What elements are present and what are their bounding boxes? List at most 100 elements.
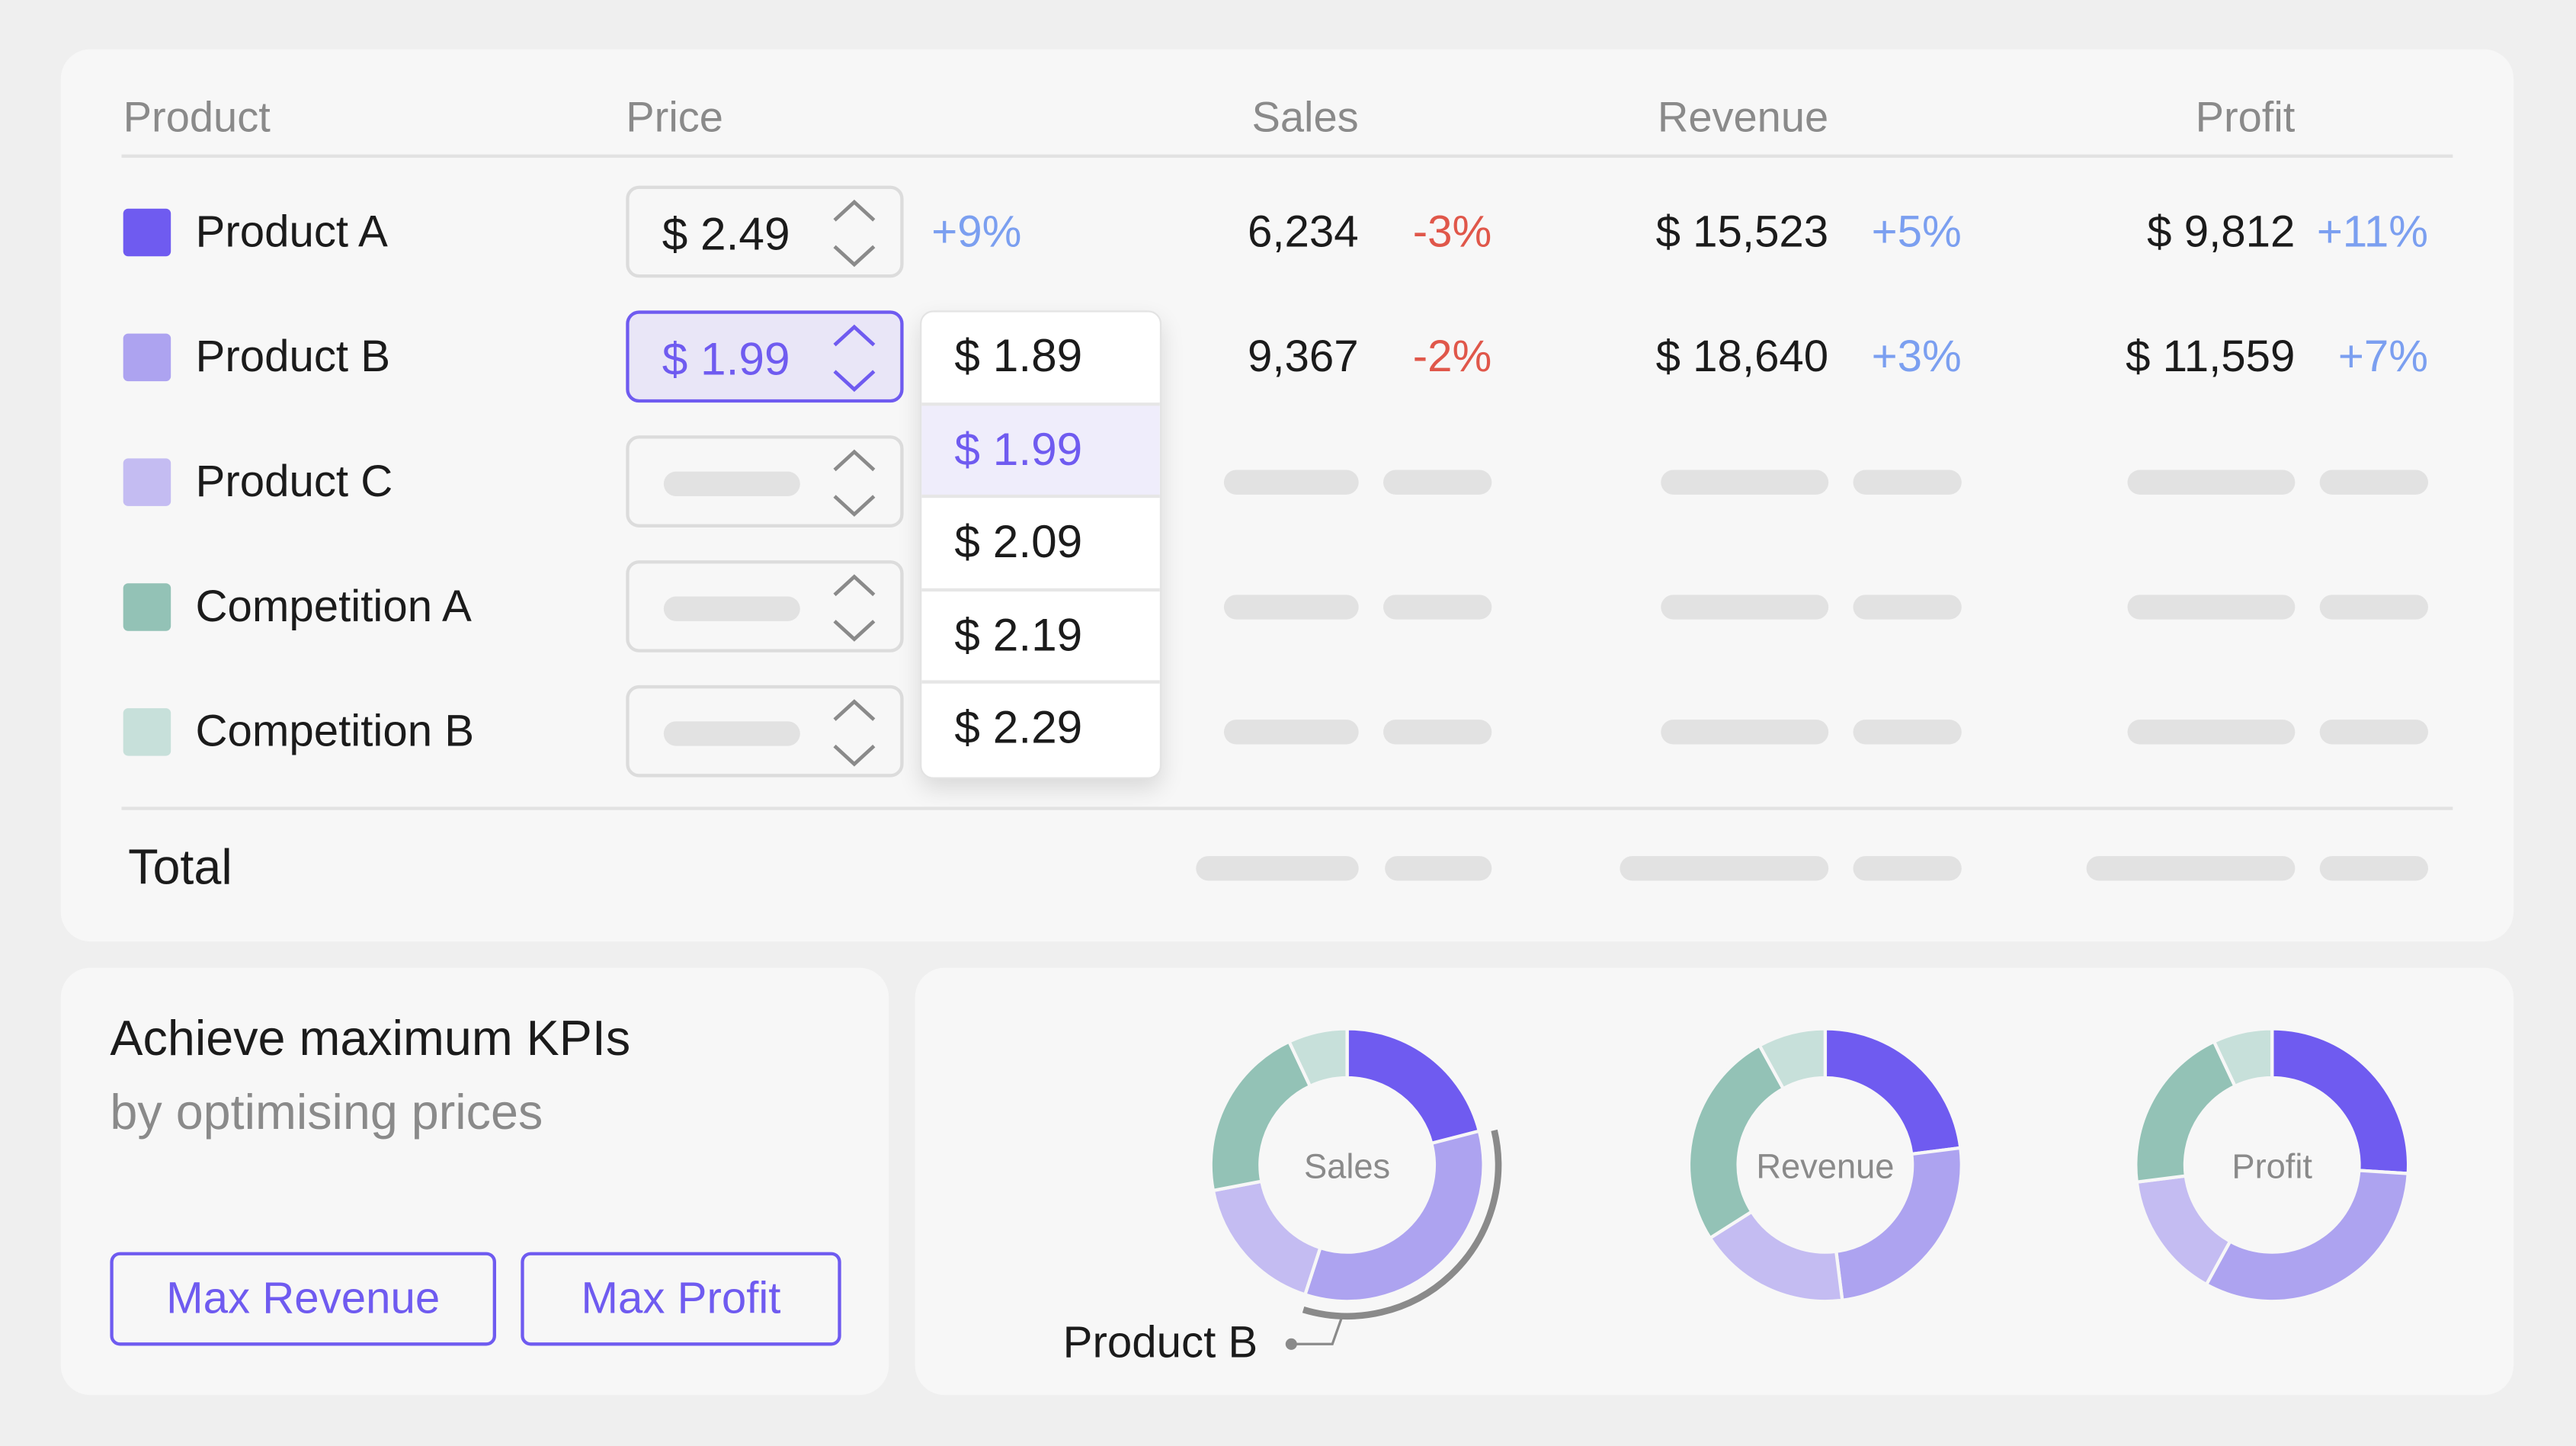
color-swatch: [123, 708, 171, 756]
profit-placeholder: [2127, 595, 2296, 620]
donut-slice-profit-0[interactable]: [2270, 1027, 2411, 1175]
price-value[interactable]: $ 2.49: [662, 208, 790, 260]
color-swatch: [123, 333, 171, 382]
product-name: Product C: [195, 457, 393, 506]
price-option-selected[interactable]: $ 1.99: [921, 405, 1160, 499]
stepper-arrows-icon[interactable]: [830, 448, 879, 518]
revenue-placeholder: [1661, 720, 1829, 745]
total-profit-placeholder: [2086, 856, 2296, 881]
sales-placeholder: [1223, 595, 1359, 620]
revenue-change: +3%: [1871, 332, 1962, 382]
revenue-change-placeholder: [1853, 720, 1962, 745]
total-revenue-change-placeholder: [1853, 856, 1962, 881]
price-option[interactable]: $ 2.09: [921, 499, 1160, 592]
revenue-placeholder: [1661, 470, 1829, 495]
donut-slice-revenue-3[interactable]: [1687, 1043, 1786, 1241]
price-value[interactable]: $ 1.99: [662, 333, 790, 385]
price-stepper[interactable]: $ 2.49: [626, 185, 904, 278]
price-change: +9%: [931, 207, 1022, 257]
revenue-value: $ 15,523: [1655, 207, 1829, 257]
product-name: Product B: [195, 332, 391, 382]
header-sales: Sales: [1251, 91, 1359, 142]
profit-value: $ 11,559: [2126, 332, 2296, 382]
profit-value: $ 9,812: [2147, 207, 2296, 257]
donut-center-label: Revenue: [1756, 1147, 1894, 1186]
stepper-arrows-icon[interactable]: [830, 573, 879, 643]
callout-dot: [1285, 1338, 1297, 1350]
sales-change-placeholder: [1383, 470, 1492, 495]
total-divider: [121, 806, 2453, 810]
price-stepper[interactable]: [626, 560, 904, 652]
profit-change-placeholder: [2319, 595, 2428, 620]
color-swatch: [123, 458, 171, 506]
header-profit: Profit: [2195, 91, 2296, 142]
total-sales-placeholder: [1196, 856, 1359, 881]
header-revenue: Revenue: [1657, 91, 1829, 142]
stepper-arrows-icon[interactable]: [830, 199, 879, 268]
donut-slice-revenue-4[interactable]: [1757, 1027, 1828, 1092]
total-revenue-placeholder: [1620, 856, 1829, 881]
sales-placeholder: [1223, 470, 1359, 495]
donut-slice-sales-1[interactable]: [1302, 1129, 1485, 1303]
profit-change: +11%: [2316, 207, 2428, 257]
donut-center-label: Profit: [2232, 1147, 2312, 1186]
price-stepper[interactable]: [626, 435, 904, 527]
sales-change-placeholder: [1383, 720, 1492, 745]
donut-slice-revenue-1[interactable]: [1834, 1146, 1963, 1303]
total-sales-change-placeholder: [1385, 856, 1492, 881]
revenue-placeholder: [1661, 595, 1829, 620]
price-dropdown[interactable]: $ 1.89 $ 1.99 $ 2.09 $ 2.19 $ 2.29: [920, 310, 1162, 779]
price-placeholder: [663, 721, 800, 746]
price-stepper[interactable]: $ 1.99: [626, 310, 904, 403]
promo-title: Achieve maximum KPIs: [110, 1012, 631, 1066]
sales-change: -2%: [1412, 332, 1492, 382]
profit-placeholder: [2127, 470, 2296, 495]
header-product: Product: [123, 91, 271, 142]
sales-placeholder: [1223, 720, 1359, 745]
total-label: Total: [128, 841, 232, 896]
price-option[interactable]: $ 2.19: [921, 592, 1160, 685]
price-option[interactable]: $ 2.29: [954, 702, 1083, 754]
callout-highlight-arc: [1302, 1129, 1502, 1319]
sales-value: 9,367: [1248, 332, 1359, 382]
callout-leader-line: [1293, 1316, 1344, 1345]
price-stepper[interactable]: [626, 685, 904, 778]
stepper-arrows-icon[interactable]: [830, 698, 879, 768]
donut-slice-profit-2[interactable]: [2135, 1174, 2233, 1287]
donut-slice-profit-4[interactable]: [2212, 1027, 2274, 1089]
stepper-arrows-icon[interactable]: [830, 324, 879, 393]
donut-slice-sales-2[interactable]: [1211, 1179, 1323, 1297]
donut-slice-sales-0[interactable]: [1345, 1027, 1482, 1146]
color-swatch: [123, 208, 171, 257]
promo-subtitle: by optimising prices: [110, 1085, 543, 1140]
price-placeholder: [663, 471, 800, 496]
revenue-change-placeholder: [1853, 470, 1962, 495]
price-placeholder: [663, 596, 800, 621]
callout-label: Product B: [1062, 1317, 1258, 1367]
sales-change: -3%: [1412, 207, 1492, 257]
price-option[interactable]: $ 1.89: [921, 313, 1160, 406]
donut-slice-profit-3[interactable]: [2134, 1039, 2238, 1185]
profit-change-placeholder: [2319, 470, 2428, 495]
max-revenue-button[interactable]: Max Revenue: [110, 1252, 496, 1346]
product-name: Product A: [195, 207, 388, 257]
color-swatch: [123, 583, 171, 631]
sales-value: 6,234: [1248, 207, 1359, 257]
revenue-change-placeholder: [1853, 595, 1962, 620]
max-profit-button[interactable]: Max Profit: [521, 1252, 841, 1346]
donut-slice-revenue-0[interactable]: [1823, 1027, 1962, 1156]
header-price: Price: [626, 91, 724, 142]
donut-slice-sales-3[interactable]: [1209, 1039, 1312, 1193]
revenue-value: $ 18,640: [1655, 332, 1829, 382]
donut-slice-sales-4[interactable]: [1286, 1027, 1349, 1089]
revenue-change: +5%: [1871, 207, 1962, 257]
profit-change: +7%: [2337, 332, 2428, 382]
donut-slice-profit-1[interactable]: [2204, 1169, 2411, 1303]
donut-center-label: Sales: [1304, 1147, 1390, 1186]
product-name: Competition B: [195, 706, 475, 756]
profit-change-placeholder: [2319, 720, 2428, 745]
sales-change-placeholder: [1383, 595, 1492, 620]
total-profit-change-placeholder: [2319, 856, 2428, 881]
pricing-table-card: [60, 49, 2514, 942]
